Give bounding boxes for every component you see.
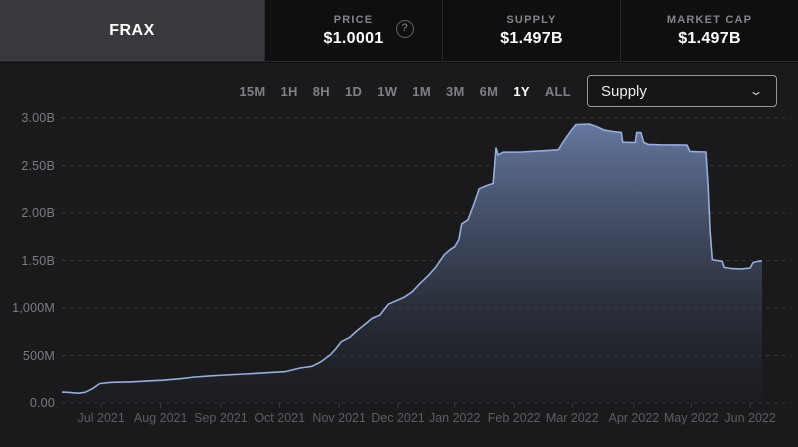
supply-area xyxy=(62,124,762,403)
range-button-all[interactable]: ALL xyxy=(544,83,571,99)
range-button-1w[interactable]: 1W xyxy=(377,83,398,99)
y-axis-label: 0.00 xyxy=(29,396,55,410)
x-axis-label: Apr 2022 xyxy=(608,411,660,425)
asset-name: FRAX xyxy=(109,21,155,39)
stat-price: PRICE $1.0001 ? xyxy=(264,0,442,61)
x-axis-label: Jan 2022 xyxy=(428,411,481,425)
stat-marketcap: MARKET CAP $1.497B xyxy=(620,0,798,61)
range-button-1y[interactable]: 1Y xyxy=(513,83,530,99)
x-axis-label: May 2022 xyxy=(663,411,719,425)
x-axis-ticks xyxy=(100,403,751,408)
stat-price-value: $1.0001 xyxy=(323,29,384,47)
x-axis-label: Dec 2021 xyxy=(371,411,425,425)
x-axis-label: Oct 2021 xyxy=(254,411,306,425)
chart-controls: 15M 1H 8H 1D 1W 1M 3M 6M 1Y ALL Supply ⌄ xyxy=(0,75,798,107)
y-axis-label: 2.50B xyxy=(21,158,55,173)
stat-price-label: PRICE xyxy=(333,13,374,26)
stat-supply-value: $1.497B xyxy=(500,29,563,47)
y-axis-label: 1.50B xyxy=(21,253,55,268)
range-button-1m[interactable]: 1M xyxy=(412,83,431,99)
range-button-3m[interactable]: 3M xyxy=(445,83,465,99)
help-icon[interactable]: ? xyxy=(395,20,414,38)
chevron-down-icon: ⌄ xyxy=(748,84,764,98)
metric-dropdown-value: Supply xyxy=(601,82,647,100)
y-axis-label: 500M xyxy=(22,348,55,363)
y-axis-label: 1,000M xyxy=(12,301,55,315)
metric-dropdown[interactable]: Supply ⌄ xyxy=(587,75,777,107)
x-axis-label: Mar 2022 xyxy=(545,411,599,425)
x-axis-label: Nov 2021 xyxy=(312,411,366,425)
x-axis-label: Jul 2021 xyxy=(77,411,125,425)
range-button-1h[interactable]: 1H xyxy=(280,83,298,99)
range-button-8h[interactable]: 8H xyxy=(312,83,330,99)
x-axis-label: Sep 2021 xyxy=(194,411,248,425)
x-axis-label: Jun 2022 xyxy=(724,411,776,425)
header-bar: FRAX PRICE $1.0001 ? SUPPLY $1.497B MARK… xyxy=(0,0,798,62)
range-button-6m[interactable]: 6M xyxy=(479,83,499,99)
range-button-15m[interactable]: 15M xyxy=(239,83,266,99)
stat-supply-label: SUPPLY xyxy=(506,13,557,26)
asset-cell[interactable]: FRAX xyxy=(0,0,264,61)
x-axis-label: Aug 2021 xyxy=(133,411,188,425)
y-axis-label: 3.00B xyxy=(21,111,55,125)
range-button-1d[interactable]: 1D xyxy=(344,83,363,99)
stat-supply: SUPPLY $1.497B xyxy=(442,0,620,61)
stat-marketcap-label: MARKET CAP xyxy=(666,13,753,26)
y-axis-label: 2.00B xyxy=(21,206,55,220)
supply-line xyxy=(61,123,763,394)
time-range-selector: 15M 1H 8H 1D 1W 1M 3M 6M 1Y ALL xyxy=(239,84,571,99)
x-axis-label: Feb 2022 xyxy=(487,411,541,425)
stat-marketcap-value: $1.497B xyxy=(678,29,741,47)
